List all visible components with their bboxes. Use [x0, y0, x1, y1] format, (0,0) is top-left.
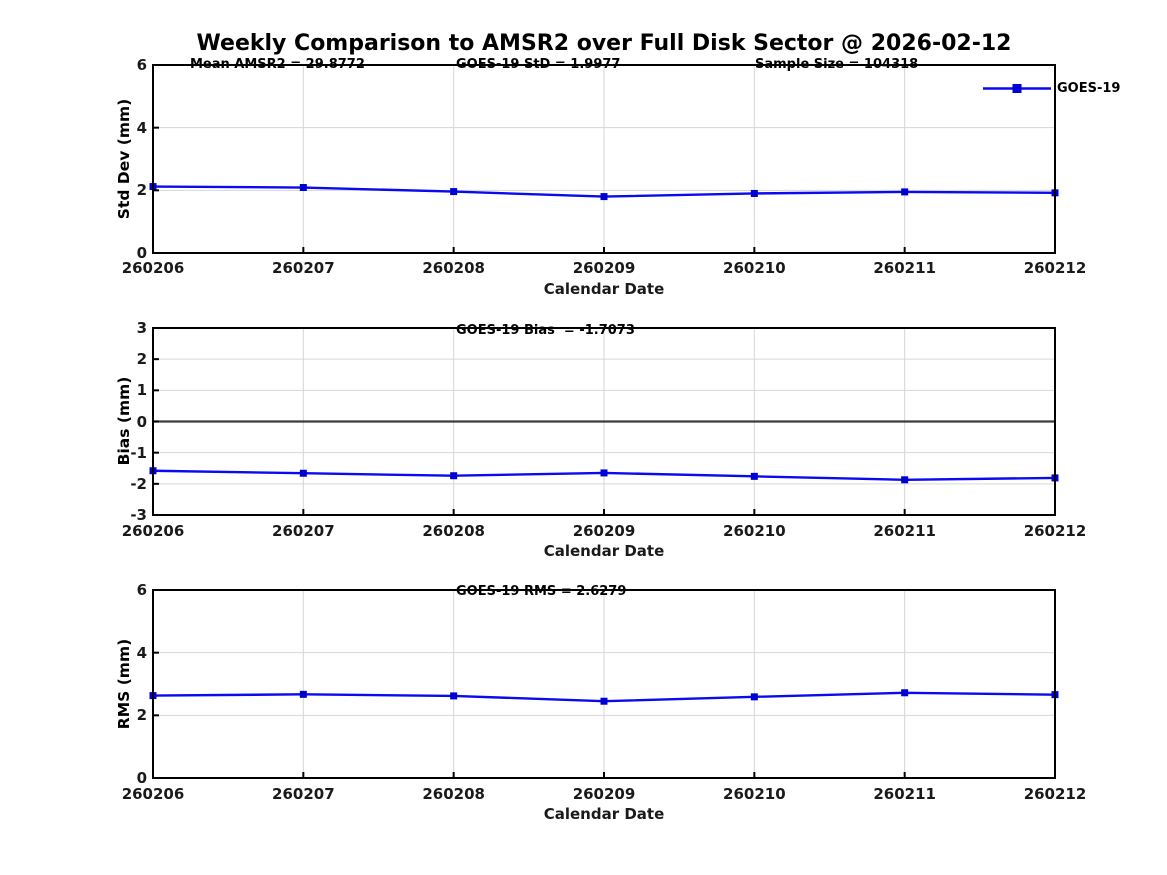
x-tick-label: 260211	[873, 259, 936, 277]
annotation-goes19-rms: GOES-19 RMS = 2.6279	[456, 584, 627, 599]
y-tick-label: 3	[136, 319, 147, 337]
chart-title: Weekly Comparison to AMSR2 over Full Dis…	[196, 31, 1012, 56]
x-tick-label: 260211	[873, 785, 936, 803]
x-tick-label: 260206	[121, 785, 185, 803]
x-tick-label: 260210	[723, 259, 786, 277]
x-tick-label: 260209	[572, 259, 636, 277]
x-tick-label: 260212	[1023, 522, 1087, 540]
y-tick-label: 6	[136, 56, 147, 74]
x-tick-label: 260206	[121, 259, 185, 277]
x-tick-label: 260207	[272, 522, 335, 540]
xlabel-calendar-date-2: Calendar Date	[543, 542, 665, 560]
y-tick-label: 0	[136, 769, 147, 787]
x-tick-label: 260208	[422, 522, 485, 540]
x-tick-label: 260208	[422, 785, 485, 803]
y-tick-label: -2	[130, 474, 147, 493]
y-tick-label: 0	[136, 412, 147, 431]
x-tick-label: 260210	[723, 522, 786, 540]
annotation-mean-amsr2: Mean AMSR2 = 29.8772	[190, 57, 365, 72]
annotation-goes19-bias: GOES-19 Bias = -1.7073	[456, 323, 635, 338]
annotation-goes19-std: GOES-19 StD = 1.9977	[456, 57, 621, 72]
x-tick-label: 260206	[121, 522, 185, 540]
xlabel-calendar-date-1: Calendar Date	[543, 280, 665, 298]
x-tick-label: 260208	[422, 259, 485, 277]
x-tick-label: 260210	[723, 785, 786, 803]
y-tick-label: 1	[136, 381, 147, 400]
x-tick-label: 260211	[873, 522, 936, 540]
x-tick-label: 260209	[572, 785, 636, 803]
y-tick-label: 4	[136, 118, 147, 137]
x-tick-label: 260207	[272, 259, 335, 277]
xlabel-calendar-date-3: Calendar Date	[543, 805, 665, 823]
y-tick-label: -3	[130, 506, 147, 524]
ylabel-std-dev: Std Dev (mm)	[115, 98, 133, 220]
y-tick-label: 2	[136, 350, 147, 369]
legend-label: GOES-19	[1057, 80, 1121, 96]
x-tick-label: 260207	[272, 785, 335, 803]
legend: GOES-19	[983, 81, 1120, 96]
y-tick-label: 2	[136, 181, 147, 200]
y-tick-label: 4	[136, 643, 147, 662]
x-tick-label: 260212	[1023, 259, 1087, 277]
y-tick-label: 2	[136, 706, 147, 725]
x-tick-label: 260209	[572, 522, 636, 540]
y-tick-label: -1	[130, 443, 147, 462]
y-tick-label: 0	[136, 244, 147, 262]
y-tick-label: 6	[136, 581, 147, 599]
x-tick-label: 260212	[1023, 785, 1087, 803]
legend-line-marker-icon	[983, 84, 1051, 93]
annotation-sample-size: Sample Size = 104318	[755, 57, 919, 72]
